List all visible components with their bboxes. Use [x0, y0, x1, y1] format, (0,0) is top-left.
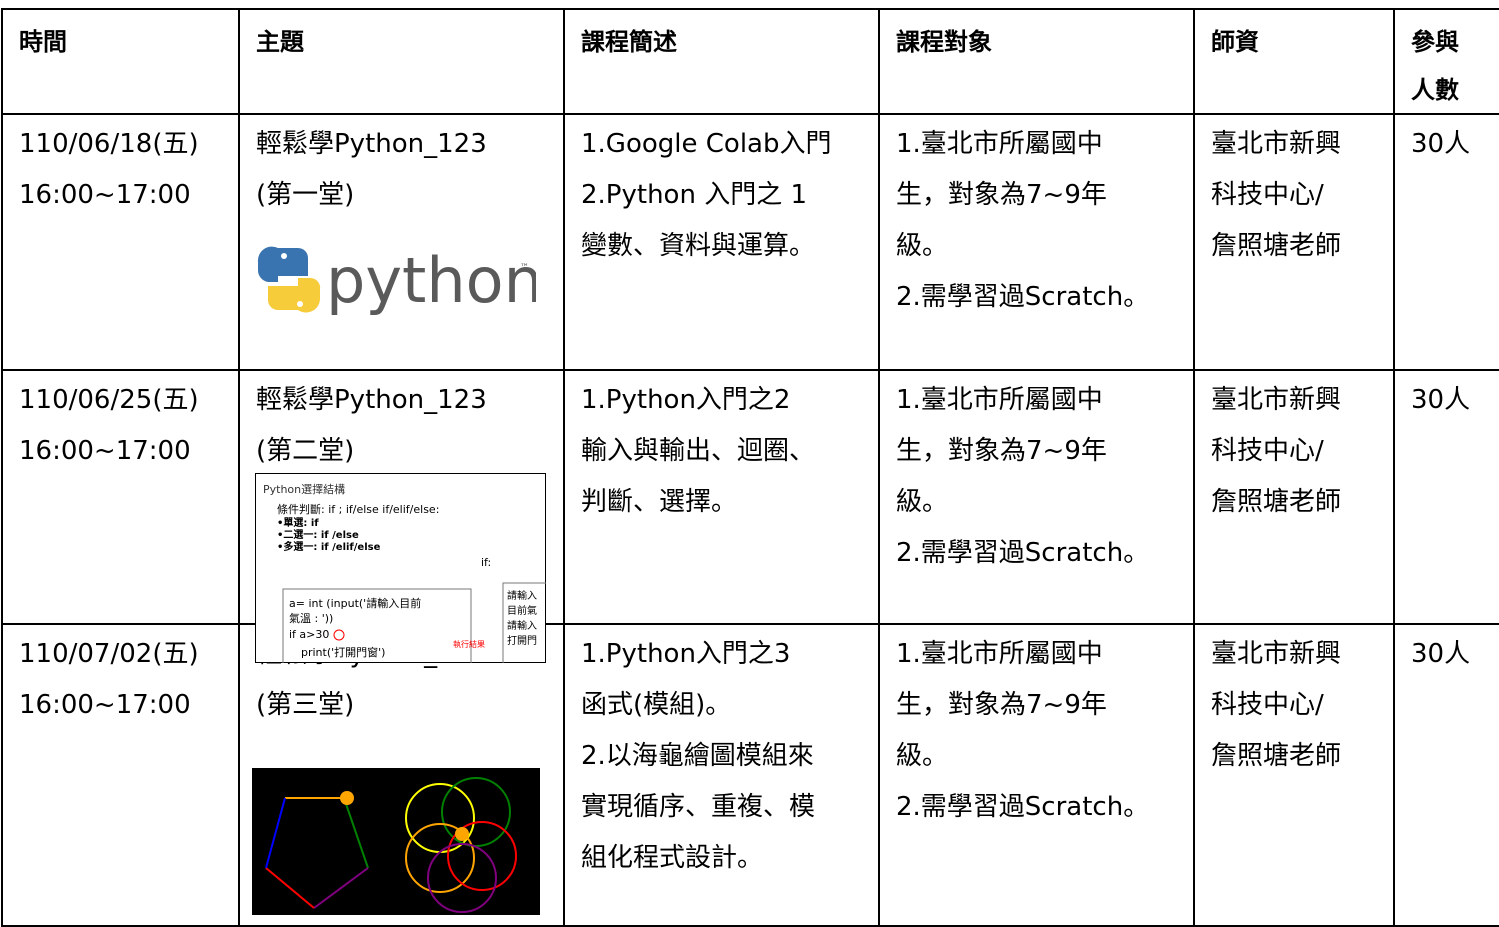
slide-output: 目前氣	[507, 604, 537, 617]
slide-title: Python選擇結構	[263, 482, 345, 496]
slide-code: print('打開門窗')	[301, 645, 385, 659]
slide-code: 氣溫 : '))	[289, 611, 333, 625]
turtle-image	[252, 768, 540, 915]
cell-text: 科技中心/	[1211, 180, 1324, 210]
cell-text: 變數、資料與運算。	[581, 231, 816, 261]
header-cell: 主題	[238, 8, 565, 115]
cell-text: 詹照塘老師	[1211, 741, 1342, 771]
cell-text: (第二堂)	[256, 436, 355, 466]
cell-text: (第一堂)	[256, 180, 355, 210]
cell-text: 實現循序、重複、模	[581, 792, 816, 822]
slide-line: •二選一: if /else	[277, 528, 359, 541]
description-cell: 1.Python入門之3 函式(模組)。 2.以海龜繪圖模組來 實現循序、重複、模 組化…	[563, 623, 880, 927]
cell-text: 時間	[19, 28, 67, 56]
cell-text: 參與	[1411, 28, 1459, 56]
cell-text: 級。	[896, 741, 949, 771]
count-cell: 30人	[1393, 623, 1499, 927]
cell-text: 生，對象為7~9年	[896, 436, 1107, 466]
cell-text: 2.需學習過Scratch。	[896, 282, 1150, 312]
slide-output: 請輸入	[507, 619, 537, 632]
cell-text: 110/07/02(五)	[19, 639, 199, 669]
logo-text: python	[326, 244, 536, 317]
cell-text: 課程簡述	[581, 28, 677, 56]
cell-text: 級。	[896, 231, 949, 261]
time-cell: 110/07/02(五) 16:00~17:00	[1, 623, 240, 927]
cell-text: 2.Python 入門之 1	[581, 180, 808, 210]
cell-text: 組化程式設計。	[581, 843, 764, 873]
cell-text: 主題	[256, 28, 304, 56]
cell-text: 師資	[1211, 28, 1259, 56]
header-cell: 師資	[1193, 8, 1395, 115]
cell-text: 判斷、選擇。	[581, 487, 738, 517]
slide-image: Python選擇結構 條件判斷: if ; if/else if/elif/el…	[255, 473, 546, 663]
audience-cell: 1.臺北市所屬國中 生，對象為7~9年 級。 2.需學習過Scratch。	[878, 369, 1195, 625]
logo-mark: ™	[520, 263, 529, 273]
cell-text: 2.需學習過Scratch。	[896, 538, 1150, 568]
slide-output: 請輸入	[507, 589, 537, 602]
cell-text: 1.Python入門之2	[581, 385, 791, 415]
cell-text: 2.需學習過Scratch。	[896, 792, 1150, 822]
python-logo: python ™	[257, 244, 536, 317]
cell-text: 1.Python入門之3	[581, 639, 791, 669]
cell-text: 生，對象為7~9年	[896, 690, 1107, 720]
teacher-cell: 臺北市新興科技中心/詹照塘老師	[1193, 623, 1395, 927]
cell-text: 1.臺北市所屬國中	[896, 129, 1103, 159]
cell-text: 輕鬆學Python_123	[256, 385, 487, 415]
cell-text: 臺北市新興	[1211, 385, 1342, 415]
cell-text: 人數	[1411, 76, 1459, 104]
cell-text: 詹照塘老師	[1211, 231, 1342, 261]
theme-cell: 輕鬆學Python_123 (第二堂)	[238, 369, 565, 625]
cell-text: 科技中心/	[1211, 436, 1324, 466]
description-cell: 1.Python入門之2 輸入與輸出、迴圈、 判斷、選擇。	[563, 369, 880, 625]
cell-text: 16:00~17:00	[19, 690, 191, 720]
slide-line: •多選一: if /elif/else	[277, 540, 381, 553]
cell-text: 輸入與輸出、迴圈、	[581, 436, 816, 466]
cell-text: 1.Google Colab入門	[581, 129, 832, 159]
time-cell: 110/06/25(五) 16:00~17:00	[1, 369, 240, 625]
cell-text: 1.臺北市所屬國中	[896, 385, 1103, 415]
slide-result: 執行結果	[453, 639, 485, 649]
cell-text: 110/06/25(五)	[19, 385, 199, 415]
audience-cell: 1.臺北市所屬國中 生，對象為7~9年 級。 2.需學習過Scratch。	[878, 623, 1195, 927]
count-cell: 30人	[1393, 113, 1499, 371]
cell-text: 級。	[896, 487, 949, 517]
header-cell: 參與 人數	[1393, 8, 1499, 115]
slide-output: 打開門	[507, 634, 537, 647]
cell-text: 課程對象	[896, 28, 992, 56]
slide-code: a= int (input('請輸入目前	[289, 596, 421, 610]
teacher-cell: 臺北市新興科技中心/詹照塘老師	[1193, 369, 1395, 625]
audience-cell: 1.臺北市所屬國中 生，對象為7~9年 級。 2.需學習過Scratch。	[878, 113, 1195, 371]
cell-text: 科技中心/	[1211, 690, 1324, 720]
slide-line: 條件判斷: if ; if/else if/elif/else:	[277, 502, 439, 516]
slide-code: if a>30	[289, 628, 329, 641]
count-cell: 30人	[1393, 369, 1499, 625]
cell-text: 臺北市新興	[1211, 129, 1342, 159]
header-cell: 時間	[1, 8, 240, 115]
cell-text: 詹照塘老師	[1211, 487, 1342, 517]
cell-text: 2.以海龜繪圖模組來	[581, 741, 814, 771]
cell-text: 生，對象為7~9年	[896, 180, 1107, 210]
cell-text: 30人	[1411, 385, 1471, 415]
header-cell: 課程簡述	[563, 8, 880, 115]
cell-text: (第三堂)	[256, 690, 355, 720]
cell-text: 16:00~17:00	[19, 180, 191, 210]
cell-text: 30人	[1411, 129, 1471, 159]
cell-text: 16:00~17:00	[19, 436, 191, 466]
slide-label: if:	[481, 556, 491, 569]
cell-text: 函式(模組)。	[581, 690, 732, 720]
time-cell: 110/06/18(五) 16:00~17:00	[1, 113, 240, 371]
cell-text: 30人	[1411, 639, 1471, 669]
slide-line: •單選: if	[277, 516, 319, 529]
teacher-cell: 臺北市新興科技中心/詹照塘老師	[1193, 113, 1395, 371]
cell-text: 臺北市新興	[1211, 639, 1342, 669]
description-cell: 1.Google Colab入門 2.Python 入門之 1 變數、資料與運算。	[563, 113, 880, 371]
cell-text: 110/06/18(五)	[19, 129, 199, 159]
cell-text: 1.臺北市所屬國中	[896, 639, 1103, 669]
header-cell: 課程對象	[878, 8, 1195, 115]
cell-text: 輕鬆學Python_123	[256, 129, 487, 159]
